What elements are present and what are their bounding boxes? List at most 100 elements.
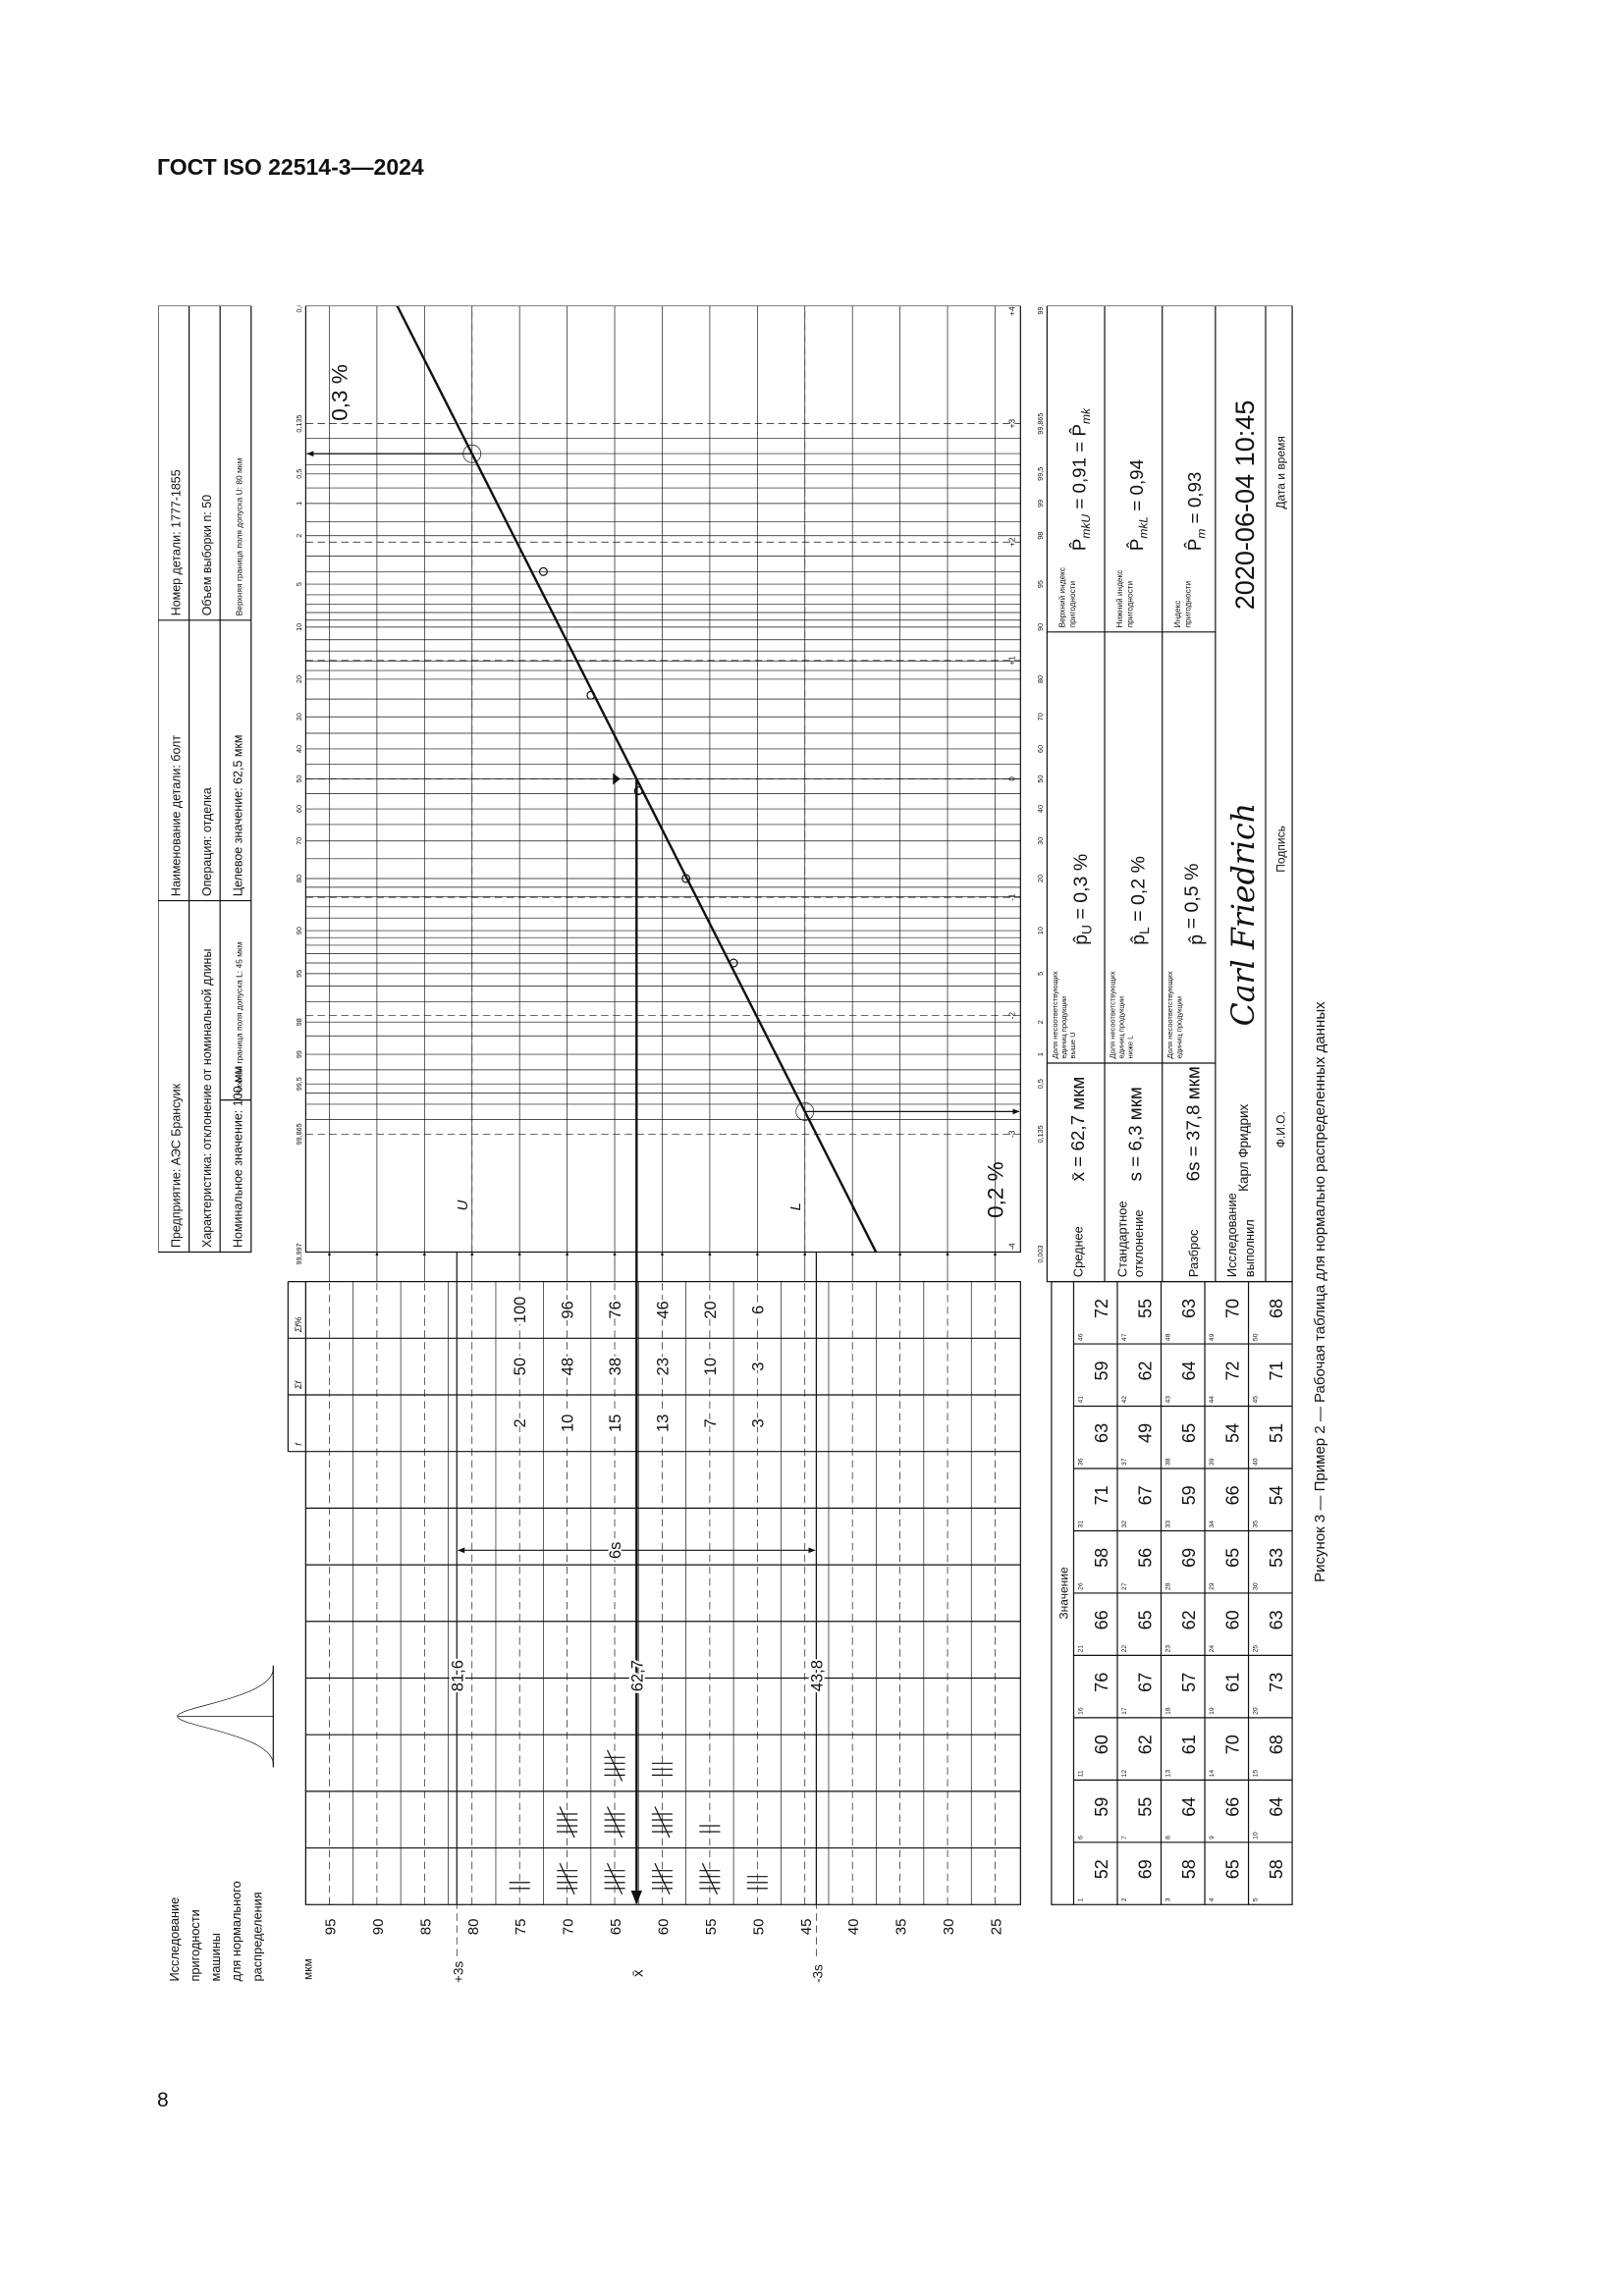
sample-value: 69 bbox=[1179, 1548, 1199, 1568]
sample-value: 58 bbox=[1267, 1859, 1286, 1879]
data-point bbox=[729, 958, 738, 968]
sample-index: 45 bbox=[1253, 1396, 1260, 1404]
sample-value: 68 bbox=[1267, 1735, 1286, 1754]
tally-cum_pct: 6 bbox=[748, 1306, 767, 1314]
capability-index-value: P̂m = 0,93 bbox=[1184, 472, 1209, 552]
axis-value-label: 60 bbox=[655, 1918, 672, 1935]
sample-value: 62 bbox=[1136, 1361, 1156, 1380]
bottom-axis-tick-label: 90 bbox=[1036, 623, 1045, 631]
mean-value: 62,7 bbox=[627, 1660, 646, 1691]
sample-value: 64 bbox=[1267, 1797, 1286, 1817]
result-label: Стандартное bbox=[1115, 1201, 1130, 1278]
bottom-axis-tick-label: 60 bbox=[1036, 745, 1045, 753]
axis-value-label: 85 bbox=[417, 1918, 434, 1935]
sample-value: 64 bbox=[1179, 1797, 1199, 1817]
results-table bbox=[1046, 304, 1293, 1283]
sample-index: 23 bbox=[1165, 1645, 1172, 1653]
sample-value: 54 bbox=[1223, 1423, 1243, 1443]
tally-cum_pct: 20 bbox=[701, 1301, 720, 1318]
sample-value: 62 bbox=[1179, 1610, 1199, 1629]
top-axis-tick-label: 80 bbox=[295, 875, 303, 882]
sample-value: 66 bbox=[1223, 1485, 1243, 1505]
sample-value: 65 bbox=[1136, 1610, 1156, 1629]
bottom-axis-tick-label: 98 bbox=[1036, 532, 1045, 540]
sample-index: 3 bbox=[1165, 1897, 1172, 1901]
sample-value: 63 bbox=[1092, 1423, 1111, 1443]
sample-index: 33 bbox=[1165, 1521, 1172, 1528]
sample-index: 49 bbox=[1209, 1333, 1216, 1341]
title-line: машины bbox=[208, 1933, 223, 1981]
sample-value: 60 bbox=[1092, 1735, 1111, 1754]
tally-cum: 48 bbox=[559, 1358, 577, 1375]
sample-index: 13 bbox=[1165, 1770, 1172, 1778]
bottom-axis-tick-label: 0,003 bbox=[1036, 1245, 1045, 1262]
info-cell: Целевое значение: 62,5 мкм bbox=[232, 735, 245, 897]
bottom-axis-tick-label: 99,865 bbox=[1036, 413, 1045, 435]
signature: Carl Friedrich bbox=[1226, 803, 1262, 1026]
axis-value-label: 50 bbox=[750, 1918, 767, 1935]
sample-value: 71 bbox=[1267, 1361, 1286, 1380]
figure-caption: Рисунок 3 — Пример 2 — Рабочая таблица д… bbox=[1312, 1001, 1328, 1582]
z-tick-label: +2 bbox=[1007, 537, 1016, 547]
sample-value: 55 bbox=[1136, 1797, 1156, 1817]
top-axis-tick-label: 30 bbox=[295, 713, 303, 721]
tally-cum_pct: 46 bbox=[653, 1301, 672, 1318]
sample-index: 38 bbox=[1165, 1458, 1172, 1466]
tally-cum: 38 bbox=[606, 1358, 624, 1375]
result-symbol: 6s bbox=[1182, 1161, 1203, 1181]
index-value-text: = 0,91 = bbox=[1069, 437, 1090, 514]
fraction-subscript: L bbox=[1137, 927, 1152, 934]
sample-value: 62 bbox=[1136, 1735, 1156, 1754]
data-point bbox=[633, 786, 643, 796]
data-point bbox=[586, 690, 596, 700]
top-axis-tick-label: 0,5 bbox=[295, 469, 303, 479]
sample-index: 19 bbox=[1209, 1707, 1216, 1715]
top-axis-tick-label: 20 bbox=[295, 675, 303, 683]
top-axis-tick-label: 99,865 bbox=[295, 1123, 303, 1145]
top-axis-tick-label: 10 bbox=[295, 623, 303, 631]
sample-index: 48 bbox=[1165, 1333, 1172, 1341]
bottom-axis-tick-label: 95 bbox=[1036, 580, 1045, 588]
sample-index: 17 bbox=[1121, 1707, 1128, 1715]
axis-value-label: 80 bbox=[465, 1918, 482, 1935]
bottom-axis-tick-label: 99 bbox=[1036, 500, 1045, 507]
fraction-value-text: = 0,5 % bbox=[1181, 864, 1203, 934]
title-line: для нормального bbox=[229, 1881, 244, 1981]
upper-3s-value: 81,6 bbox=[448, 1660, 466, 1691]
fraction-subscript: U bbox=[1080, 925, 1095, 934]
z-tick-label: -2 bbox=[1007, 1012, 1016, 1020]
fraction-value: p̂U = 0,3 % bbox=[1070, 854, 1095, 945]
result-label: отклонение bbox=[1131, 1210, 1146, 1278]
sample-index: 20 bbox=[1253, 1707, 1260, 1715]
sample-index: 15 bbox=[1253, 1770, 1260, 1778]
result-label: Разброс bbox=[1186, 1229, 1201, 1277]
tally-f: 2 bbox=[511, 1418, 529, 1427]
result-value: 6s = 37,8 мкм bbox=[1182, 1066, 1203, 1181]
tally-f: 7 bbox=[701, 1418, 720, 1427]
tally-strike bbox=[559, 1862, 575, 1896]
sample-index: 21 bbox=[1078, 1645, 1085, 1653]
top-axis-tick-label: 1 bbox=[295, 502, 303, 506]
sample-index: 1 bbox=[1078, 1897, 1085, 1901]
axis-value-label: 25 bbox=[988, 1918, 1004, 1935]
tally-f: 3 bbox=[748, 1418, 767, 1427]
unit-label: мкм bbox=[300, 1958, 314, 1980]
fraction-value-text: = 0,3 % bbox=[1070, 854, 1092, 925]
footer-label: Подпись bbox=[1274, 826, 1288, 873]
sample-value: 65 bbox=[1179, 1423, 1199, 1443]
sample-value: 67 bbox=[1136, 1485, 1156, 1505]
sample-value: 70 bbox=[1223, 1735, 1243, 1754]
median-marker bbox=[613, 773, 621, 785]
title-line: распределения bbox=[249, 1892, 264, 1981]
sample-index: 36 bbox=[1078, 1458, 1085, 1466]
sample-value: 61 bbox=[1179, 1735, 1199, 1754]
tally-cum_pct: 76 bbox=[606, 1301, 624, 1318]
tally-strike bbox=[606, 1806, 623, 1839]
z-tick-label: -1 bbox=[1007, 893, 1016, 901]
sample-value: 58 bbox=[1179, 1859, 1199, 1879]
bottom-axis-tick-label: 0,5 bbox=[1036, 1079, 1045, 1089]
data-point bbox=[538, 566, 548, 576]
sample-index: 42 bbox=[1121, 1396, 1128, 1404]
bottom-axis-tick-label: 20 bbox=[1036, 875, 1045, 882]
sample-index: 11 bbox=[1078, 1770, 1085, 1777]
